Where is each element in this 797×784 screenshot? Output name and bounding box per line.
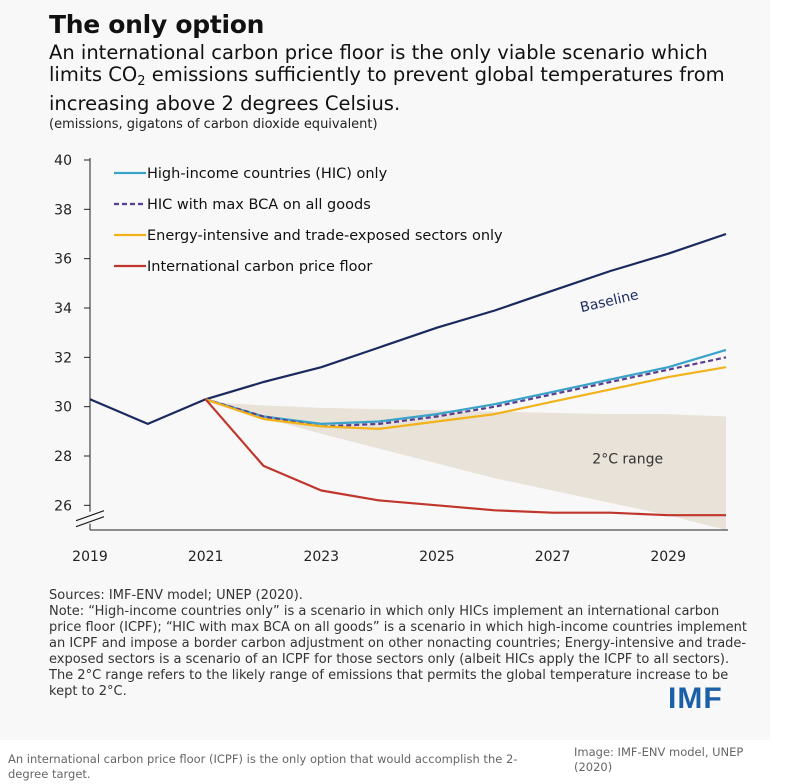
y-tick-label: 26 bbox=[54, 498, 72, 514]
axis-break-gap bbox=[76, 511, 104, 524]
y-tick-label: 28 bbox=[54, 449, 72, 465]
y-tick-label: 36 bbox=[54, 252, 72, 268]
series-line-2 bbox=[205, 356, 727, 428]
legend-label-0: High-income countries (HIC) only bbox=[147, 166, 388, 182]
chart-card: The only option An international carbon … bbox=[49, 10, 749, 715]
subtitle-subscript: 2 bbox=[137, 74, 146, 89]
subtitle-part-1: An international carbon price floor is t… bbox=[49, 41, 708, 86]
series-line-3 bbox=[205, 366, 727, 430]
two-degree-band bbox=[90, 399, 726, 530]
line-chart: 2°C range 26 28 30 32 34 36 38 40 2019 2021 2023 20… bbox=[54, 153, 728, 565]
series-line-0 bbox=[89, 232, 727, 425]
x-tick-label: 2021 bbox=[188, 549, 224, 565]
note-text: Note: “High-income countries only” is a … bbox=[49, 604, 747, 699]
axis-break-mark bbox=[75, 510, 105, 522]
band-label: 2°C range bbox=[592, 451, 663, 467]
y-tick-label: 38 bbox=[54, 202, 72, 218]
sources-text: Sources: IMF-ENV model; UNEP (2020). bbox=[49, 588, 303, 603]
y-tick-label: 34 bbox=[54, 301, 72, 317]
x-tick-label: 2027 bbox=[535, 549, 571, 565]
series-line-1 bbox=[205, 348, 727, 425]
chart-subtitle: An international carbon price floor is t… bbox=[49, 42, 749, 115]
imf-logo: IMF bbox=[668, 682, 723, 715]
x-tick-label: 2029 bbox=[650, 549, 686, 565]
x-tick-label: 2019 bbox=[72, 549, 108, 565]
legend-label-2: Energy-intensive and trade-exposed secto… bbox=[147, 228, 503, 244]
legend-label-3: International carbon price floor bbox=[147, 259, 372, 275]
legend-label-1: HIC with max BCA on all goods bbox=[147, 197, 371, 213]
axis-break-mark bbox=[75, 516, 105, 528]
x-tick-label: 2023 bbox=[303, 549, 339, 565]
image-caption: An international carbon price floor (ICP… bbox=[8, 752, 518, 781]
subtitle-part-2: emissions sufficiently to prevent global… bbox=[49, 63, 725, 115]
y-tick-label: 30 bbox=[54, 400, 72, 416]
chart-title: The only option bbox=[49, 10, 265, 39]
image-credit: Image: IMF-ENV model, UNEP (2020) bbox=[574, 745, 744, 774]
chart-notes: Sources: IMF-ENV model; UNEP (2020). Not… bbox=[49, 588, 749, 700]
x-tick-label: 2025 bbox=[419, 549, 455, 565]
baseline-label: Baseline bbox=[579, 287, 640, 316]
y-tick-label: 40 bbox=[54, 153, 72, 169]
series-line-4 bbox=[204, 398, 726, 517]
units-label: (emissions, gigatons of carbon dioxide e… bbox=[49, 117, 378, 132]
y-tick-label: 32 bbox=[54, 350, 72, 366]
